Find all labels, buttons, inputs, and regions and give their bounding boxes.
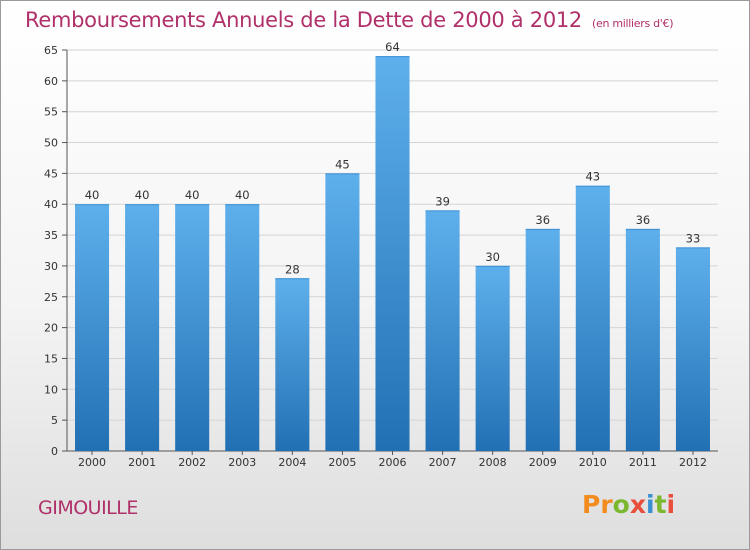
y-tick-label: 50 (44, 137, 58, 150)
proxiti-logo: Proxiti (582, 490, 675, 519)
x-tick-label: 2010 (579, 456, 607, 469)
y-tick-label: 30 (44, 260, 58, 273)
logo-letter: t (654, 490, 667, 519)
y-tick-label: 0 (51, 445, 58, 458)
x-tick-label: 2004 (278, 456, 306, 469)
y-tick-label: 45 (44, 167, 58, 180)
value-label: 40 (135, 188, 150, 202)
value-label: 43 (585, 170, 600, 184)
x-tick-label: 2007 (429, 456, 457, 469)
logo-letter: x (629, 490, 646, 519)
y-tick-label: 5 (51, 414, 58, 427)
logo-letter: o (612, 490, 630, 519)
value-label: 45 (335, 157, 350, 171)
bar-2010 (575, 185, 610, 451)
value-label: 33 (686, 231, 701, 245)
bar-2008 (475, 265, 510, 451)
logo-letter: P (582, 490, 601, 519)
y-tick-label: 55 (44, 106, 58, 119)
x-tick-label: 2000 (78, 456, 106, 469)
value-label: 28 (285, 262, 300, 276)
chart-subtitle: (en milliers d'€) (592, 17, 674, 30)
chart-title-text: Remboursements Annuels de la Dette de 20… (25, 8, 582, 32)
x-tick-label: 2001 (128, 456, 156, 469)
x-tick-label: 2005 (328, 456, 356, 469)
y-tick-label: 40 (44, 198, 58, 211)
bar-2007 (425, 210, 460, 451)
bars (75, 56, 710, 452)
logo-letter: i (646, 490, 655, 519)
x-tick-label: 2011 (629, 456, 657, 469)
value-label: 39 (435, 194, 450, 208)
y-tick-label: 15 (44, 352, 58, 365)
x-tick-label: 2002 (178, 456, 206, 469)
bar-2011 (625, 228, 660, 451)
value-label: 40 (235, 188, 250, 202)
y-tick-label: 35 (44, 229, 58, 242)
y-tick-label: 60 (44, 75, 58, 88)
logo-letter: i (666, 490, 676, 519)
x-tick-label: 2009 (529, 456, 557, 469)
y-tick-label: 10 (44, 383, 58, 396)
x-tick-label: 2003 (228, 456, 256, 469)
labels: 0 5 10 15 20 25 30 35 40 45 50 55 60 65 40 2000 40 2001 40… (44, 40, 707, 469)
bar-2002 (175, 204, 210, 451)
x-tick-label: 2006 (379, 456, 407, 469)
value-label: 64 (385, 40, 400, 54)
y-tick-label: 65 (44, 44, 58, 57)
value-label: 36 (535, 213, 550, 227)
logo-letter: r (600, 490, 613, 519)
bar-2000 (75, 204, 110, 451)
bar-2004 (275, 278, 310, 451)
bar-2001 (125, 204, 160, 451)
city-name: GIMOUILLE (38, 497, 138, 519)
bar-2012 (675, 247, 710, 451)
value-label: 40 (85, 188, 100, 202)
x-tick-label: 2008 (479, 456, 507, 469)
bar-2009 (525, 228, 560, 451)
value-label: 36 (636, 213, 651, 227)
bar-2006 (375, 56, 410, 452)
y-tick-label: 25 (44, 291, 58, 304)
value-label: 30 (485, 250, 500, 264)
chart-title: Remboursements Annuels de la Dette de 20… (25, 8, 673, 32)
bar-2003 (225, 204, 260, 451)
y-tick-label: 20 (44, 322, 58, 335)
x-tick-label: 2012 (679, 456, 707, 469)
value-label: 40 (185, 188, 200, 202)
bar-2005 (325, 173, 360, 451)
